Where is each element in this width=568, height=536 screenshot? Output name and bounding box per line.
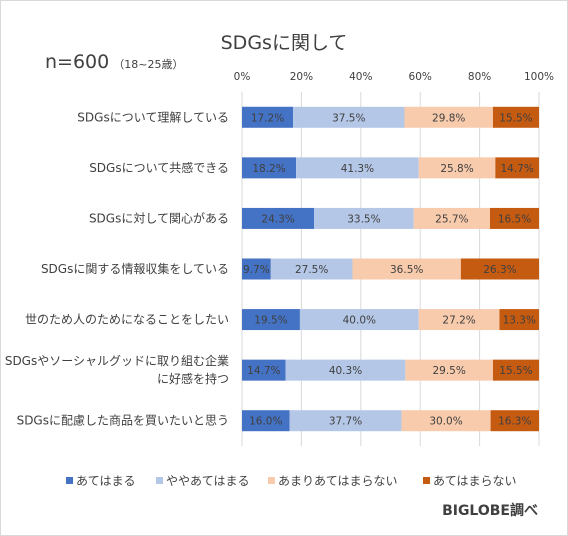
bar-segment: [242, 106, 294, 128]
bar-segment: [418, 309, 500, 331]
data-label: 14.7%: [247, 365, 280, 377]
x-tick-label: 40%: [349, 71, 372, 83]
data-label: 25.7%: [435, 213, 468, 225]
legend-swatch: [423, 477, 430, 484]
data-label: 15.5%: [499, 112, 532, 124]
category-label: SDGsについて共感できる: [89, 160, 229, 175]
data-label: 33.5%: [347, 213, 380, 225]
bar-segment: [242, 309, 300, 331]
bar-segment: [492, 359, 539, 381]
data-label: 36.5%: [390, 264, 423, 276]
data-label: 27.5%: [295, 264, 328, 276]
bar-segment: [418, 157, 496, 179]
source-label: BIGLOBE調べ: [442, 503, 538, 519]
legend-swatch: [268, 477, 275, 484]
category-label: SDGsやソーシャルグッドに取り組む企業: [5, 353, 229, 368]
bar-segment: [495, 157, 539, 179]
data-label: 29.8%: [432, 112, 465, 124]
bar-segment: [401, 410, 491, 432]
data-label: 40.0%: [343, 315, 376, 327]
bar-segment: [314, 207, 414, 229]
bar-segment: [404, 106, 493, 128]
bar-segment: [460, 258, 539, 280]
data-label: 27.2%: [442, 315, 475, 327]
data-label: 29.5%: [432, 365, 465, 377]
bar-segment: [352, 258, 461, 280]
sample-size: n=600: [45, 51, 110, 73]
data-label: 30.0%: [429, 416, 462, 428]
legend-label: あてはまる: [76, 474, 136, 488]
legend-label: ややあてはまる: [166, 474, 250, 488]
bar-segment: [285, 359, 406, 381]
bar-segment: [489, 207, 539, 229]
data-label: 15.5%: [499, 365, 532, 377]
bar-segment: [299, 309, 419, 331]
bar-segment: [499, 309, 539, 331]
sample-age-range: （18~25歳）: [113, 58, 184, 71]
bar-segment: [242, 258, 271, 280]
bar-segment: [293, 106, 405, 128]
data-label: 13.3%: [503, 315, 536, 327]
bar-segment: [242, 410, 290, 432]
sample-size-label: n=600 （18~25歳）: [45, 51, 183, 73]
chart-title: SDGsに関して: [220, 32, 348, 54]
data-label: 37.7%: [329, 416, 362, 428]
data-label: 16.5%: [498, 213, 531, 225]
data-label: 18.2%: [252, 163, 285, 175]
x-tick-label: 20%: [290, 71, 313, 83]
category-label: に好感を持つ: [157, 371, 229, 386]
legend-swatch: [66, 477, 73, 484]
bar-segment: [270, 258, 353, 280]
x-tick-label: 60%: [409, 71, 432, 83]
data-label: 41.3%: [341, 163, 374, 175]
bar-segment: [413, 207, 490, 229]
data-label: 37.5%: [332, 112, 365, 124]
x-tick-label: 0%: [234, 71, 251, 83]
category-label: SDGsに対して関心がある: [89, 210, 229, 225]
bar-segment: [242, 207, 315, 229]
category-label: SDGsについて理解している: [77, 110, 229, 124]
category-label: SDGsに関する情報収集をしている: [41, 261, 229, 276]
data-label: 17.2%: [251, 112, 284, 124]
bar-segment: [490, 410, 539, 432]
category-label: SDGsに配慮した商品を買いたいと思う: [17, 413, 229, 428]
bar-segment: [242, 359, 286, 381]
data-label: 9.7%: [243, 264, 270, 276]
legend-swatch: [156, 477, 163, 484]
data-label: 26.3%: [483, 264, 516, 276]
legend-label: あまりあてはまらない: [278, 474, 398, 488]
data-label: 24.3%: [261, 213, 294, 225]
legend-label: あてはまらない: [433, 474, 517, 488]
bar-segment: [289, 410, 402, 432]
data-label: 16.3%: [498, 416, 531, 428]
category-label: 世のため人のためになることをしたい: [25, 313, 229, 327]
x-tick-label: 80%: [468, 71, 491, 83]
data-label: 40.3%: [329, 365, 362, 377]
bar-segment: [405, 359, 493, 381]
bar-segment: [492, 106, 539, 128]
data-label: 25.8%: [440, 163, 473, 175]
data-label: 16.0%: [249, 416, 282, 428]
data-label: 19.5%: [254, 315, 287, 327]
bar-segment: [296, 157, 419, 179]
x-tick-label: 100%: [524, 71, 554, 83]
data-label: 14.7%: [500, 163, 533, 175]
bar-segment: [242, 157, 297, 179]
